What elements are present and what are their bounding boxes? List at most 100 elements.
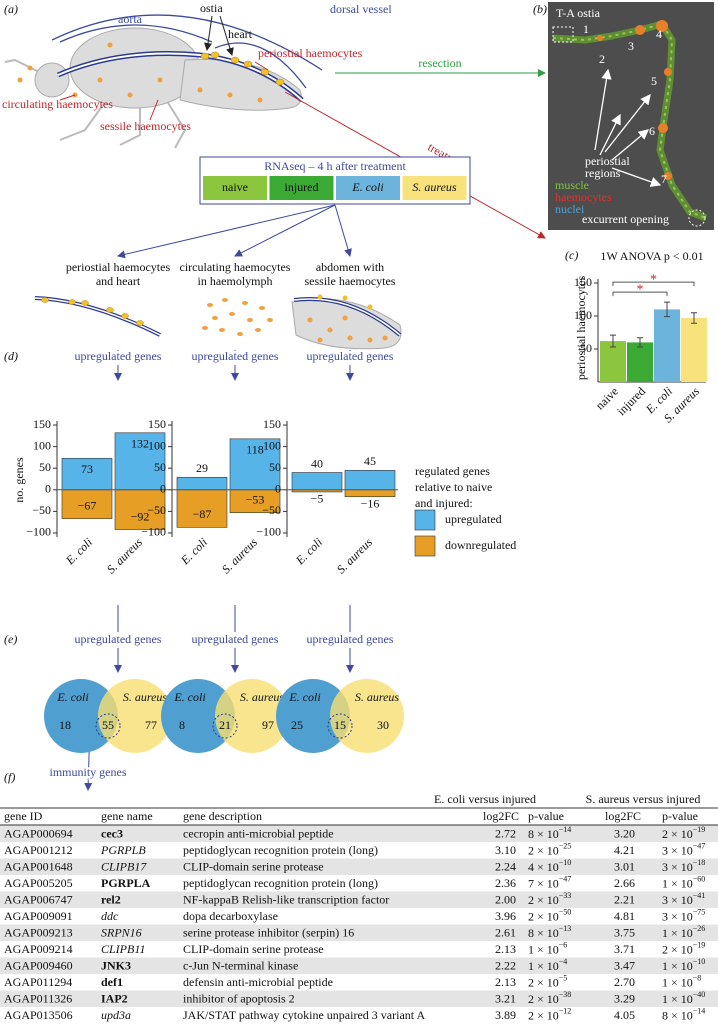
y-axis-label: periostial haemocytes bbox=[574, 276, 588, 381]
bar bbox=[176, 489, 228, 528]
row-shade bbox=[0, 924, 718, 941]
x-tick-label: E. coli bbox=[177, 535, 210, 568]
cell: 2.00 bbox=[495, 893, 516, 907]
cell: 3.89 bbox=[495, 1008, 516, 1022]
treatment-label: E. coli bbox=[351, 180, 383, 194]
cell: JNK3 bbox=[101, 959, 131, 973]
legend-swatch bbox=[414, 509, 436, 531]
p-base: 7 × 10 bbox=[528, 876, 559, 890]
legend-title: relative to naive bbox=[415, 480, 492, 494]
label: regions bbox=[585, 166, 621, 180]
column-header: p-value bbox=[662, 809, 698, 823]
legend-title: regulated genes bbox=[415, 464, 490, 478]
cell: AGAP013506 bbox=[4, 1008, 73, 1022]
venn-count: 55 bbox=[102, 718, 114, 732]
cell: 2.22 bbox=[495, 959, 516, 973]
value-label: 40 bbox=[311, 456, 323, 470]
p-exponent: −14 bbox=[559, 825, 572, 834]
cell: 1 × 10−40 bbox=[662, 990, 705, 1005]
p-base: 2 × 10 bbox=[528, 893, 559, 907]
abdomen-drawing bbox=[291, 294, 402, 350]
treatment-box bbox=[269, 176, 334, 200]
p-base: 2 × 10 bbox=[528, 909, 559, 923]
value-label: 73 bbox=[81, 462, 93, 476]
p-exponent: −33 bbox=[559, 891, 572, 900]
cell: PGRPLB bbox=[100, 843, 146, 857]
x-tick-label: S. aureus bbox=[104, 535, 145, 576]
tissue-label: circulating haemocytes bbox=[180, 260, 291, 274]
venn-set-label: S. aureus bbox=[123, 690, 168, 704]
cell: AGAP001648 bbox=[4, 860, 73, 874]
cell: 3.47 bbox=[614, 959, 635, 973]
immunity-subset bbox=[212, 713, 238, 739]
label: aorta bbox=[118, 12, 143, 26]
p-exponent: −5 bbox=[559, 974, 568, 983]
cell: CLIP-domain serine protease bbox=[183, 942, 324, 956]
cell: AGAP011326 bbox=[4, 992, 72, 1006]
cell: AGAP005205 bbox=[4, 876, 73, 890]
venn-count: 30 bbox=[377, 718, 389, 732]
tissue-label: in haemolymph bbox=[198, 274, 273, 288]
cell: 2 × 10−12 bbox=[528, 1007, 571, 1022]
immunity-subset bbox=[327, 713, 353, 739]
cell: 2.13 bbox=[495, 942, 516, 956]
y-tick-label: 150 bbox=[148, 417, 166, 431]
cell: 3.96 bbox=[495, 909, 516, 923]
y-tick-label: 100 bbox=[33, 438, 51, 452]
arrow bbox=[117, 204, 336, 259]
x-tick-label: E. coli bbox=[62, 535, 95, 568]
cell: inhibitor of apoptosis 2 bbox=[183, 992, 295, 1006]
insect-drawing bbox=[4, 14, 323, 149]
cell: cec3 bbox=[101, 827, 123, 841]
venn-count: 15 bbox=[334, 718, 346, 732]
label: periostial haemocytes bbox=[258, 46, 363, 60]
p-exponent: −14 bbox=[693, 1007, 706, 1016]
cell: 3.01 bbox=[614, 860, 635, 874]
x-tick-label: S. aureus bbox=[219, 535, 260, 576]
p-base: 1 × 10 bbox=[662, 876, 693, 890]
cell: 8 × 10−14 bbox=[662, 1007, 705, 1022]
region-number: 5 bbox=[651, 74, 657, 88]
cell: 3 × 10−18 bbox=[662, 858, 705, 873]
cell: defensin anti-microbial peptide bbox=[183, 975, 333, 989]
stain-label: nuclei bbox=[555, 202, 585, 216]
p-exponent: −19 bbox=[693, 825, 706, 834]
cell: ddc bbox=[101, 909, 119, 923]
cell: 2 × 10−5 bbox=[528, 974, 567, 989]
column-header: log2FC bbox=[483, 809, 519, 823]
group-header: S. aureus versus injured bbox=[586, 792, 701, 806]
group-header: E. coli versus injured bbox=[434, 792, 536, 806]
bar bbox=[654, 309, 680, 382]
column-header: gene ID bbox=[4, 809, 43, 823]
p-exponent: −40 bbox=[693, 990, 706, 999]
cell: 1 × 10−26 bbox=[662, 924, 705, 939]
error-bar bbox=[637, 337, 643, 348]
label: excurrent opening bbox=[582, 212, 669, 226]
cell: 2 × 10−38 bbox=[528, 990, 571, 1005]
p-base: 2 × 10 bbox=[662, 942, 693, 956]
venn-set-label: S. aureus bbox=[240, 690, 285, 704]
cell: 8 × 10−14 bbox=[528, 825, 571, 840]
p-exponent: −6 bbox=[559, 941, 568, 950]
cell: 2 × 10−19 bbox=[662, 825, 705, 840]
cell: AGAP011294 bbox=[4, 975, 72, 989]
cell: 3.10 bbox=[495, 843, 516, 857]
treatment-box bbox=[402, 176, 467, 200]
venn-count: 8 bbox=[179, 718, 185, 732]
bar bbox=[229, 438, 281, 491]
cell: CLIPB17 bbox=[101, 860, 147, 874]
flow-label: upregulated genes bbox=[307, 349, 394, 363]
cell: peptidoglycan recognition protein (long) bbox=[183, 876, 378, 890]
row-shade bbox=[0, 957, 718, 974]
cell: 2 × 10−33 bbox=[528, 891, 571, 906]
value-label: −92 bbox=[131, 509, 150, 523]
cell: 3.75 bbox=[614, 926, 635, 940]
cell: c-Jun N-terminal kinase bbox=[183, 959, 298, 973]
p-base: 8 × 10 bbox=[528, 827, 559, 841]
column-header: log2FC bbox=[605, 809, 641, 823]
tissue-label: periostial haemocytes bbox=[66, 260, 171, 274]
p-base: 3 × 10 bbox=[662, 893, 693, 907]
cell: rel2 bbox=[101, 893, 121, 907]
cell: 4.05 bbox=[614, 1008, 635, 1022]
row-shade bbox=[0, 858, 718, 875]
